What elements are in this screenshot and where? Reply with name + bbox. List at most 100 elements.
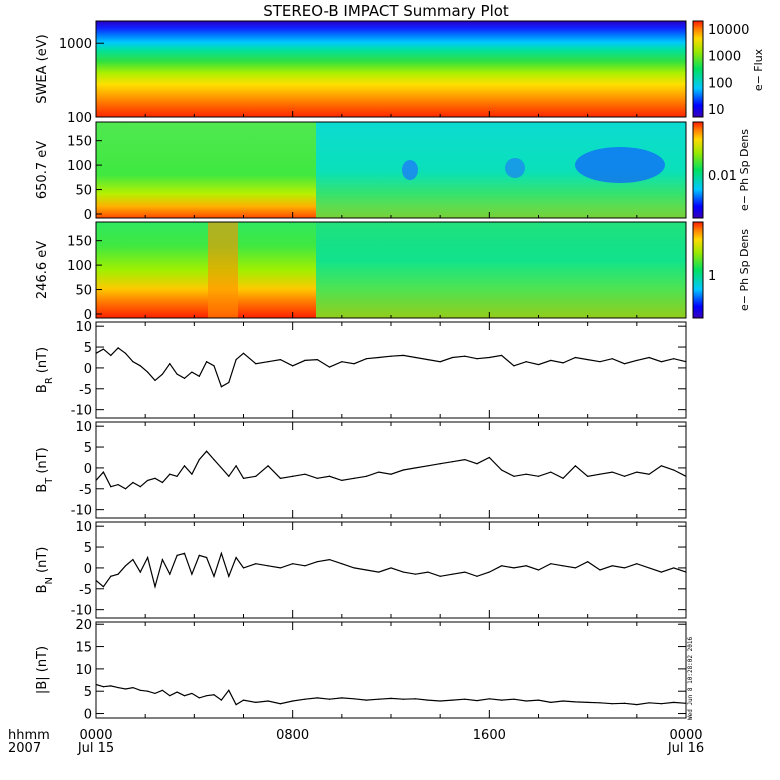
bmag-data-point (95, 683, 97, 686)
bn-data-point (599, 569, 601, 571)
pad246-colorbar (692, 221, 704, 319)
br-ytick-label: 0 (84, 362, 92, 377)
bmag-data-point (587, 701, 589, 703)
pad246-orange-band (208, 222, 238, 318)
bt-data-point (673, 469, 675, 471)
bn-data-point (488, 571, 490, 573)
bt-data-point (154, 477, 156, 479)
bmag-data-point (402, 698, 404, 700)
bmag-data-point (292, 700, 294, 702)
bt-ytick-label: 5 (84, 441, 92, 456)
bn-ytick-label: 5 (84, 541, 92, 556)
bn-data-point (439, 575, 441, 577)
pad650-blue-patch (575, 147, 665, 183)
br-data-point (292, 365, 294, 367)
bmag-data-point (537, 699, 540, 701)
bmag-data-point (139, 689, 141, 691)
bn-data-point (562, 565, 564, 567)
bt-data-point (537, 475, 540, 477)
br-data-point (176, 373, 178, 375)
bmag-data-point (110, 685, 112, 687)
bt-data-point (110, 486, 112, 488)
bt-data-point (304, 473, 306, 475)
pad246-colorbar-label: e− Ph Sp Dens (738, 229, 751, 311)
bt-data-point (328, 475, 331, 477)
bt-data-point (255, 475, 257, 477)
br-ytick-label: 5 (84, 341, 92, 356)
bn-data-point (451, 573, 454, 575)
bt-data-point (235, 465, 237, 467)
bmag-data-point (183, 695, 186, 697)
pad650-blue-spot (402, 160, 418, 180)
panel-pad-650: 0.01 e− Ph Sp Dens 650.7 eV 0 50 100 150 (35, 121, 751, 223)
bmag-data-point (525, 700, 527, 702)
bt-ylabel-main: B (35, 484, 50, 493)
bt-data-point (390, 473, 392, 475)
br-data-point (414, 356, 417, 359)
br-data-point (139, 365, 141, 367)
bt-data-point (267, 465, 269, 467)
panel-br: -10 -5 0 5 10 BR (nT) (35, 320, 687, 419)
bt-data-point (439, 463, 441, 465)
bt-data-point (213, 458, 215, 461)
bmag-data-point (648, 702, 650, 704)
swea-colorbar-ticks: 10 100 1000 10000 (708, 23, 749, 118)
bt-data-point (169, 473, 171, 475)
bmag-data-point (673, 701, 675, 703)
bn-ytick-label: -10 (71, 604, 92, 619)
swea-yticks: 100 1000 (59, 37, 687, 126)
bmag-data-point (191, 692, 193, 695)
panel-swea: 10 100 1000 10000 e− Flux SWEA (eV) 100 1000 (35, 20, 765, 126)
br-data-point (427, 358, 429, 361)
bmag-data-point (117, 687, 119, 689)
bn-data-point (574, 567, 576, 569)
bmag-ytick-label: 10 (75, 663, 92, 678)
bt-data-point (488, 456, 490, 459)
bt-ylabel-sub: T (44, 477, 55, 485)
bmag-data-point (660, 703, 663, 705)
br-data-point (102, 348, 104, 350)
bmag-data-point (304, 698, 306, 700)
bn-data-point (176, 554, 178, 556)
bn-data-point (95, 579, 97, 582)
swea-ytick-label: 1000 (59, 37, 92, 52)
bmag-data-point (176, 691, 178, 693)
br-ytick-label: 10 (75, 320, 92, 335)
pad246-late-region (316, 222, 686, 318)
bt-data-point (102, 471, 104, 473)
br-data-point (574, 356, 576, 359)
br-data-point (451, 356, 454, 359)
bt-data-point (147, 479, 149, 482)
bn-data-point (198, 554, 200, 556)
bn-data-point (673, 567, 675, 569)
bn-ylabel-main: B (35, 584, 50, 593)
bmag-data-point (390, 697, 392, 699)
br-data-point (562, 362, 564, 364)
pad246-ytick-label: 50 (75, 284, 92, 299)
bt-data-point (316, 477, 318, 479)
bt-data-point (660, 465, 663, 467)
bn-data-point (525, 565, 527, 567)
time-tick-label: 0000 (79, 728, 112, 743)
br-data-point (513, 365, 515, 367)
bn-data-point (623, 567, 626, 569)
bt-data-point (562, 477, 564, 479)
bmag-data-point (147, 690, 149, 692)
bmag-data-point (501, 699, 503, 701)
bn-data-point (414, 573, 417, 575)
pad246-ytick-label: 150 (67, 235, 92, 250)
bmag-data-point (574, 701, 576, 703)
br-data-point (124, 352, 127, 354)
pad650-ytick-label: 100 (67, 159, 92, 174)
br-ylabel-main: B (35, 384, 50, 393)
br-data-point (623, 363, 626, 365)
br-data-point (685, 361, 687, 363)
bt-ylabel-unit: (nT) (35, 447, 50, 473)
bmag-data-point (464, 698, 466, 700)
bn-data-point (154, 586, 156, 588)
bmag-data-point (220, 699, 222, 701)
bn-data-point (139, 571, 141, 573)
swea-ytick-label: 100 (67, 111, 92, 126)
bmag-ytick-label: 20 (75, 618, 92, 633)
bt-data-point (341, 479, 343, 482)
